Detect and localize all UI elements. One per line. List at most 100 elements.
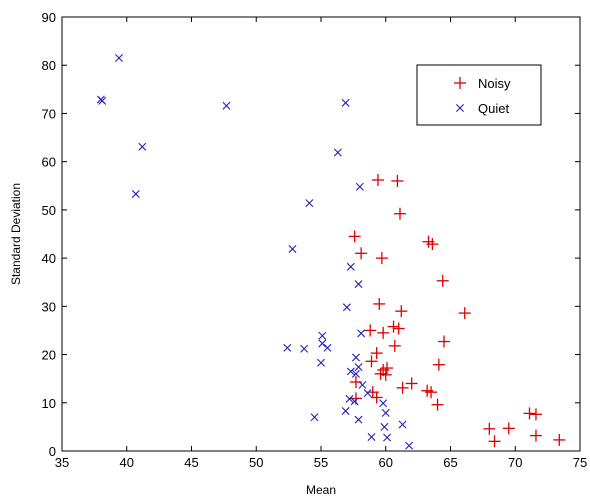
y-axis-label: Standard Deviation	[9, 183, 23, 285]
point-quiet	[305, 199, 314, 208]
point-noisy	[370, 347, 383, 360]
x-tick-label: 60	[379, 455, 393, 470]
point-noisy	[529, 408, 542, 421]
point-quiet	[367, 433, 376, 442]
axis-ticks	[61, 16, 581, 452]
x-tick-label: 70	[508, 455, 522, 470]
y-tick-label: 30	[42, 299, 56, 314]
x-tick-label: 65	[443, 455, 457, 470]
legend-glyph-noisy	[454, 77, 466, 89]
point-noisy	[381, 362, 394, 375]
point-noisy	[370, 391, 383, 404]
point-noisy	[502, 422, 515, 435]
point-noisy	[553, 433, 566, 446]
point-quiet	[379, 399, 388, 408]
point-quiet	[341, 98, 350, 107]
x-tick-label: 35	[55, 455, 69, 470]
point-noisy	[395, 305, 408, 318]
point-noisy	[374, 367, 387, 380]
point-noisy	[388, 339, 401, 352]
point-quiet	[363, 389, 372, 398]
point-noisy	[375, 252, 388, 265]
point-noisy	[405, 377, 418, 390]
x-tick-label: 75	[573, 455, 587, 470]
point-quiet	[323, 343, 332, 352]
point-quiet	[350, 397, 359, 406]
point-noisy	[387, 320, 400, 333]
point-noisy	[523, 407, 536, 420]
point-quiet	[351, 353, 360, 362]
point-quiet	[354, 415, 363, 424]
point-noisy	[488, 435, 501, 448]
point-quiet	[345, 394, 354, 403]
point-quiet	[354, 280, 363, 289]
point-noisy	[365, 355, 378, 368]
point-noisy	[377, 326, 390, 339]
x-axis-tick-labels: 35 40 45 50 55 60 65 70 75	[55, 455, 587, 470]
point-noisy	[431, 398, 444, 411]
point-quiet	[138, 142, 147, 151]
point-quiet	[317, 358, 325, 367]
legend-marker-quiet	[456, 104, 464, 112]
y-tick-label: 80	[42, 58, 56, 73]
point-quiet	[333, 148, 342, 157]
y-tick-label: 50	[42, 203, 56, 218]
point-noisy	[393, 207, 406, 220]
point-noisy	[483, 422, 496, 435]
data-points	[96, 53, 566, 450]
y-tick-label: 20	[42, 348, 56, 363]
legend-box	[416, 64, 542, 126]
point-quiet	[222, 101, 231, 110]
point-noisy	[392, 322, 405, 335]
point-quiet	[310, 413, 319, 422]
point-quiet	[405, 441, 414, 450]
point-noisy	[529, 429, 542, 442]
point-quiet	[354, 363, 363, 372]
point-quiet	[131, 189, 140, 198]
point-quiet	[341, 406, 350, 415]
point-quiet	[342, 303, 351, 312]
point-quiet	[346, 262, 355, 271]
x-tick-label: 45	[184, 455, 198, 470]
legend-glyph-quiet	[456, 104, 464, 112]
point-noisy	[355, 247, 368, 260]
y-tick-label: 70	[42, 106, 56, 121]
point-quiet	[355, 182, 364, 191]
legend-marker-noisy	[454, 77, 466, 89]
x-axis-label: Mean	[306, 483, 336, 497]
x-tick-label: 40	[120, 455, 134, 470]
point-noisy	[458, 307, 471, 320]
point-noisy	[373, 297, 386, 310]
point-quiet	[358, 380, 367, 389]
point-quiet	[381, 408, 390, 417]
point-quiet	[383, 433, 392, 442]
legend-label-quiet: Quiet	[478, 101, 509, 116]
point-quiet	[357, 329, 366, 338]
y-tick-label: 60	[42, 155, 56, 170]
point-noisy	[371, 173, 384, 186]
legend-label-noisy: Noisy	[478, 76, 511, 91]
point-quiet	[283, 343, 292, 352]
y-tick-label: 10	[42, 396, 56, 411]
point-noisy	[432, 358, 445, 371]
point-noisy	[438, 335, 451, 348]
point-noisy	[348, 230, 361, 243]
point-noisy	[396, 381, 409, 394]
point-noisy	[391, 174, 404, 187]
point-quiet	[398, 420, 407, 429]
point-noisy	[364, 324, 377, 337]
legend: Noisy Quiet	[416, 64, 542, 126]
point-quiet	[114, 53, 123, 62]
point-quiet	[318, 331, 327, 340]
point-quiet	[318, 339, 327, 348]
point-noisy	[425, 386, 438, 399]
y-tick-label: 0	[49, 444, 56, 459]
point-quiet	[346, 367, 355, 376]
point-noisy	[436, 274, 449, 287]
point-quiet	[380, 422, 389, 431]
point-quiet	[98, 96, 107, 105]
y-tick-label: 90	[42, 10, 56, 25]
y-tick-label: 40	[42, 251, 56, 266]
point-noisy	[426, 238, 439, 251]
